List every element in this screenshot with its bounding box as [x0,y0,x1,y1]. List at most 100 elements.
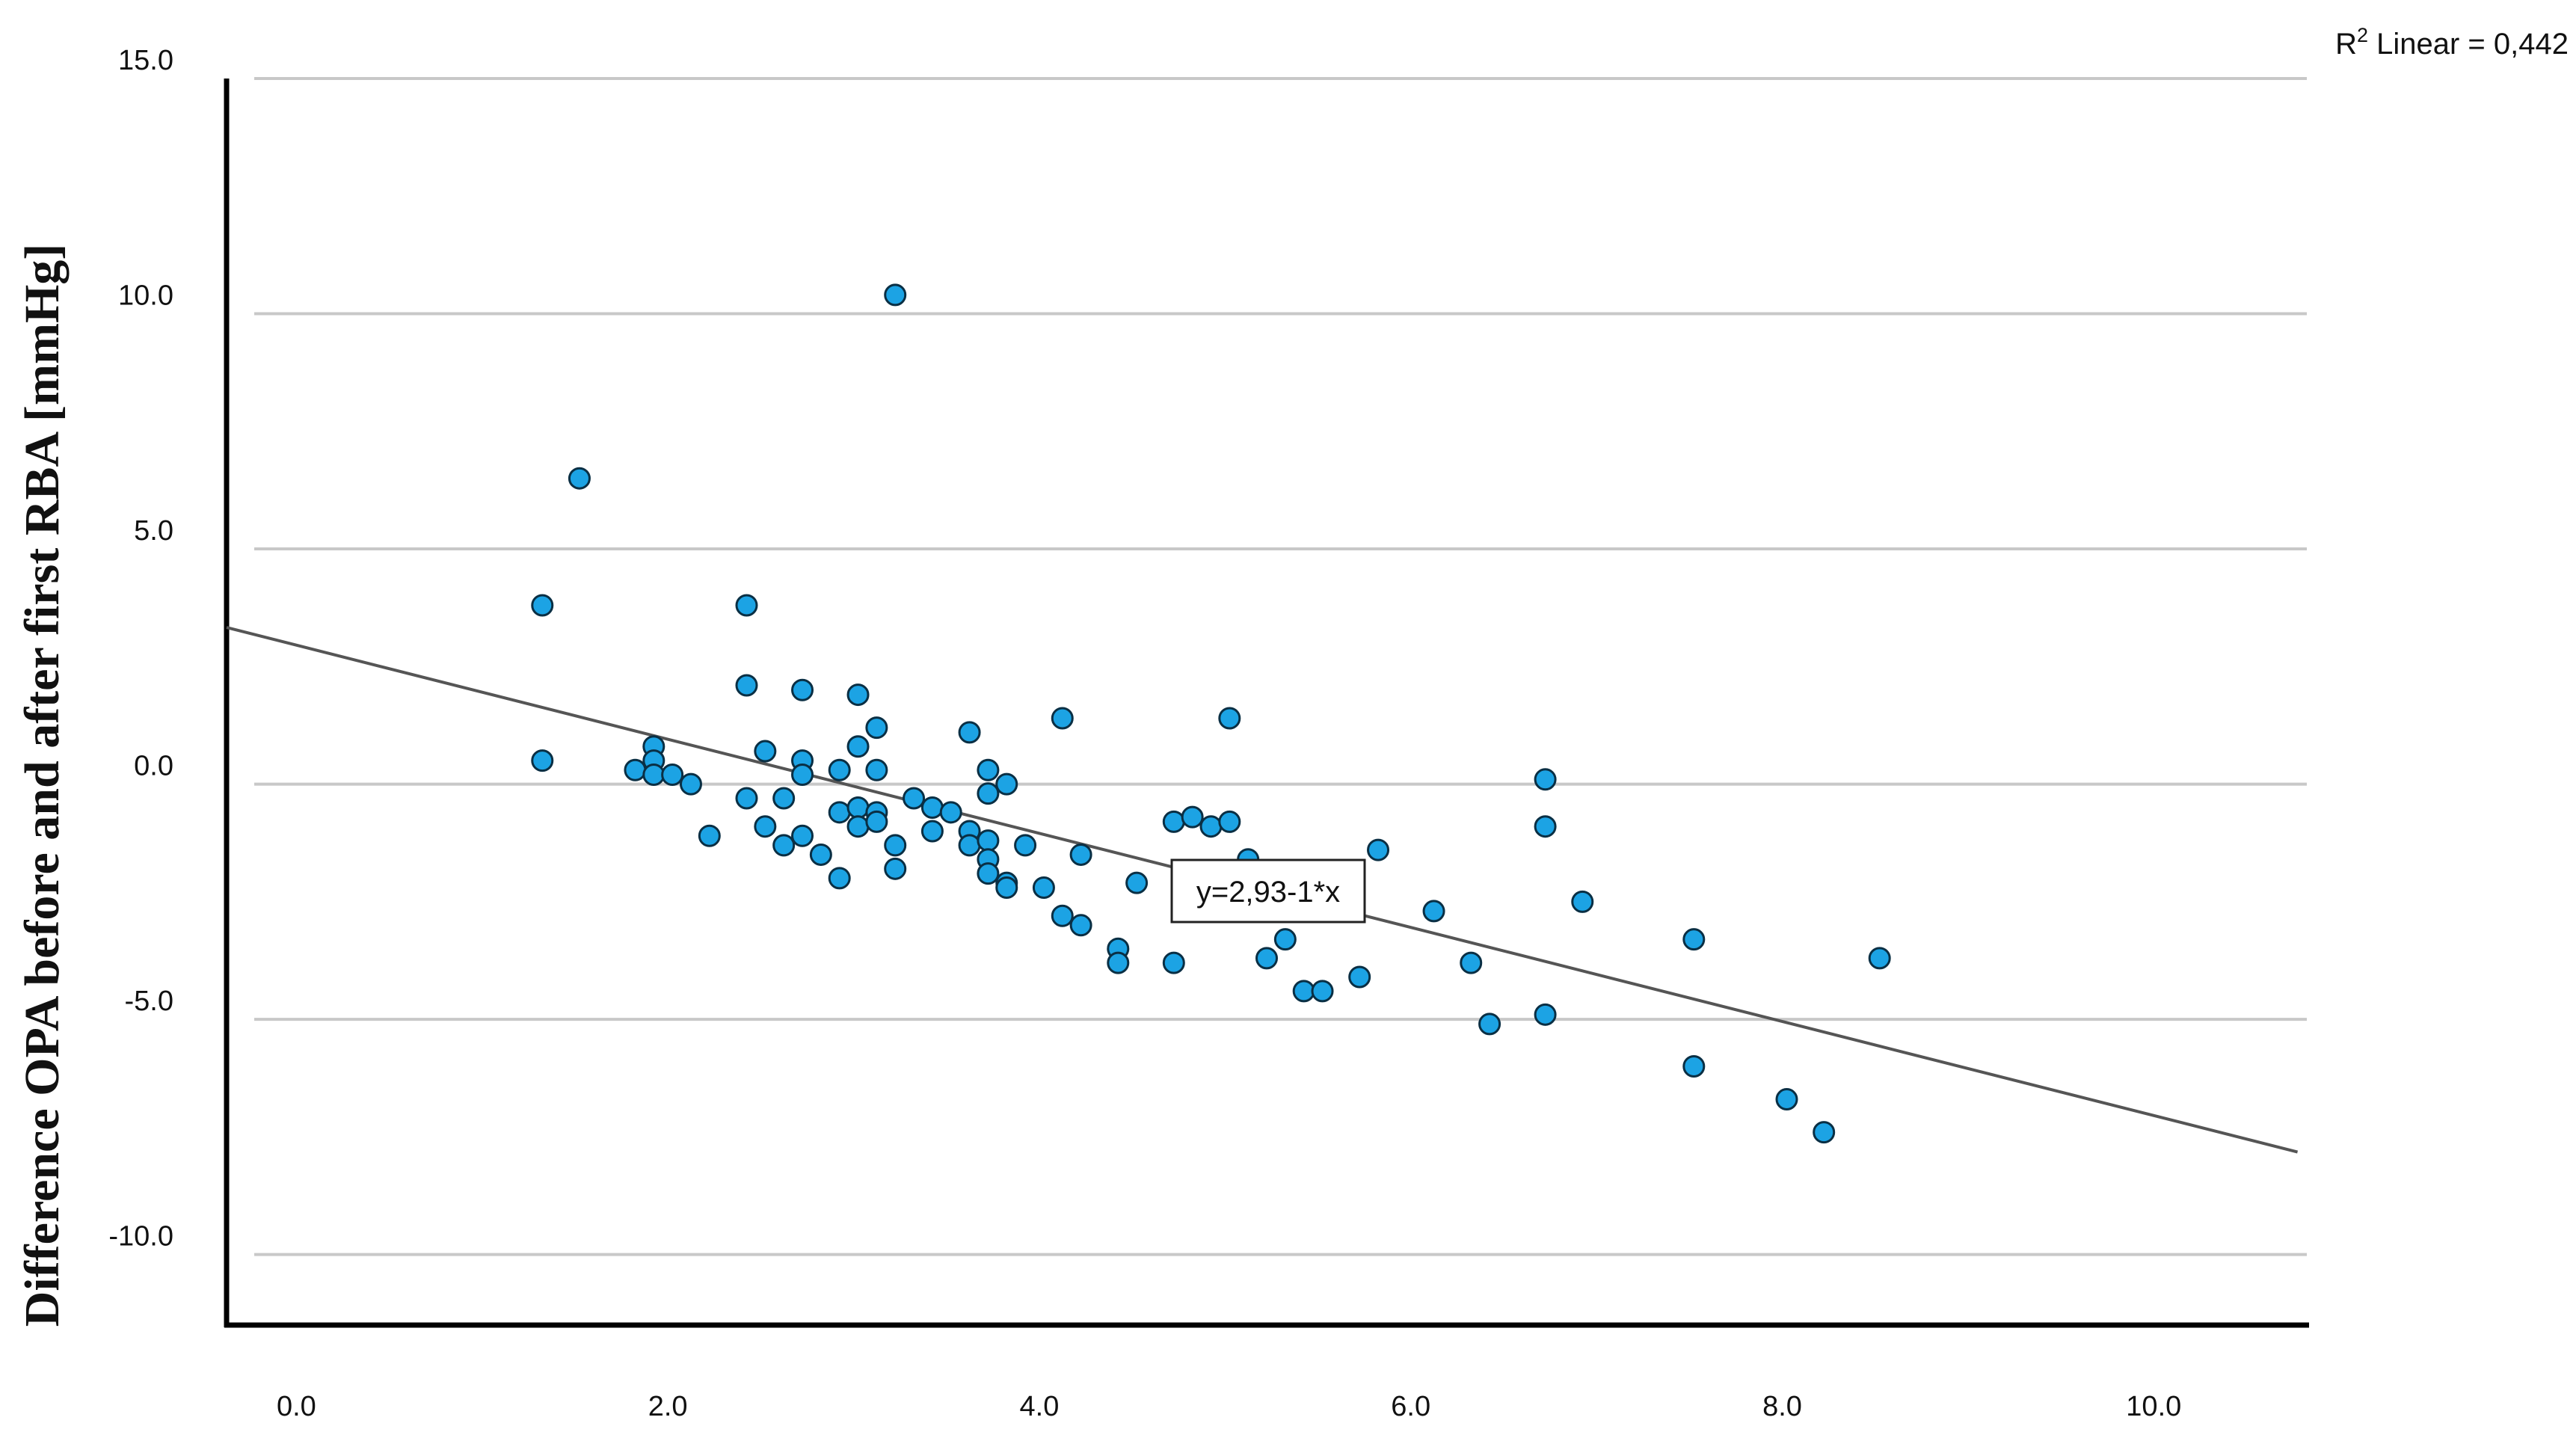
data-point [865,758,888,781]
data-point [809,843,832,866]
data-point [958,834,981,857]
x-tick-label: 8.0 [1762,1391,1802,1422]
data-point [1273,928,1297,951]
equation-box [1170,858,1366,924]
data-point [977,758,1000,781]
data-point [1014,834,1037,857]
data-point [1460,951,1483,974]
data-point [1534,1003,1557,1026]
data-point [1571,890,1594,913]
axes [224,79,2309,1328]
data-point [642,763,665,787]
r-squared-label: R2 Linear = 0,442 [2335,24,2569,61]
data-point [1218,707,1241,730]
data-point [624,758,647,781]
data-point [920,796,944,820]
y-axis-label: Difference OPA before and after first RB… [15,244,70,1327]
data-point [1422,900,1445,923]
data-point [939,801,962,824]
y-tick-label: 0.0 [134,751,173,782]
y-tick-label: 5.0 [134,515,173,547]
data-point [884,857,907,880]
equation-label-group: y=2,93-1*x [1170,858,1366,924]
y-tick-label: -5.0 [125,986,173,1017]
data-point [1367,838,1390,861]
data-point [661,763,684,787]
data-point [791,763,814,787]
data-point [846,815,870,838]
data-point [1348,965,1371,989]
data-point [735,674,758,697]
data-point [754,815,777,838]
data-point [1813,1121,1836,1144]
data-point [1069,843,1092,866]
data-point [1478,1013,1501,1036]
data-point [1311,980,1334,1003]
data-point [735,594,758,617]
x-tick-label: 6.0 [1391,1391,1430,1422]
data-point [1107,951,1130,974]
data-point [791,678,814,701]
data-point [1032,876,1055,899]
data-point [1775,1088,1798,1111]
data-point [531,749,554,772]
equation-label: y=2,93-1*x [1196,876,1340,909]
data-point [698,824,721,847]
y-tick-label: 10.0 [118,280,173,312]
data-point [920,820,944,843]
x-tick-labels: 0.0 2.0 4.0 6.0 8.0 10.0 [277,1391,2181,1422]
r-squared-prefix: R [2335,28,2357,61]
x-tick-label: 0.0 [277,1391,316,1422]
data-point [995,876,1018,899]
data-point [846,683,870,707]
data-point [884,283,907,307]
data-point [1292,980,1315,1003]
data-point [828,758,851,781]
data-point [772,834,796,857]
r-squared-suffix: Linear = 0,442 [2368,28,2569,61]
data-point [531,594,554,617]
data-point [828,867,851,890]
data-point [791,824,814,847]
data-point [884,834,907,857]
data-points [531,283,1891,1144]
data-point [1682,1055,1706,1078]
data-point [568,467,591,490]
data-point [679,772,702,796]
data-point [828,801,851,824]
data-point [1181,805,1204,829]
data-point [1682,928,1706,951]
data-point [1534,815,1557,838]
y-tick-labels: 15.0 10.0 5.0 0.0 -5.0 -10.0 [108,45,173,1253]
data-point [1162,810,1185,833]
data-point [1125,871,1149,894]
data-point [1069,914,1092,937]
data-point [772,787,796,810]
y-tick-label: -10.0 [108,1221,173,1253]
data-point [1868,947,1891,970]
x-tick-label: 10.0 [2126,1391,2181,1422]
data-point [1255,947,1278,970]
data-point [1051,904,1074,927]
data-point [995,772,1018,796]
data-point [754,740,777,763]
r-squared-superscript: 2 [2357,24,2368,46]
data-point [903,787,926,810]
data-point [977,862,1000,885]
data-point [977,829,1000,852]
data-point [1534,768,1557,791]
data-point [846,735,870,758]
data-point [865,810,888,833]
x-tick-label: 2.0 [648,1391,688,1422]
data-point [1199,815,1223,838]
data-point [958,721,981,744]
data-point [735,787,758,810]
x-tick-label: 4.0 [1020,1391,1060,1422]
data-point [846,796,870,820]
gridlines [254,77,2307,1256]
data-point [1218,810,1241,833]
data-point [1051,707,1074,730]
data-point [865,716,888,740]
